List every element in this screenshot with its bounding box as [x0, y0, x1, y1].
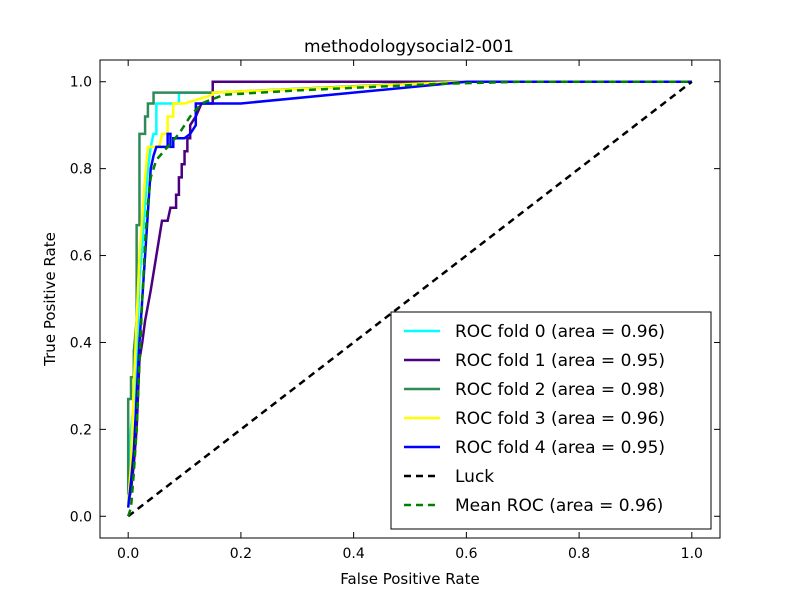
legend-label-6: Mean ROC (area = 0.96): [455, 496, 663, 516]
series-line-1: [126, 80, 692, 504]
legend-label-2: ROC fold 2 (area = 0.98): [455, 380, 665, 400]
legend-label-3: ROC fold 3 (area = 0.96): [455, 409, 665, 429]
y-tick-label: 0.0: [70, 509, 92, 525]
legend: ROC fold 0 (area = 0.96) ROC fold 1 (area…: [390, 311, 712, 530]
legend-label-0: ROC fold 0 (area = 0.96): [455, 322, 665, 342]
x-tick-label: 1.0: [681, 546, 703, 562]
y-tick-label: 0.2: [70, 422, 92, 438]
legend-label-4: ROC fold 4 (area = 0.95): [455, 438, 665, 458]
series-line-2: [126, 80, 692, 495]
legend-label-1: ROC fold 1 (area = 0.95): [455, 351, 665, 371]
ticks-layer: 0.0 0.2 0.4 0.6 0.8 1.0 0.0 0.2 0.4 0.6 0.8 1.0: [70, 60, 720, 562]
x-axis-label: False Positive Rate: [340, 570, 479, 588]
x-tick-label: 0.8: [568, 546, 590, 562]
x-tick-label: 0.6: [455, 546, 477, 562]
x-tick-label: 0.2: [230, 546, 252, 562]
x-tick-label: 0.0: [117, 546, 139, 562]
y-tick-label: 0.8: [70, 162, 92, 178]
series-layer: [126, 80, 693, 518]
legend-box: [390, 311, 712, 530]
y-tick-label: 1.0: [70, 75, 92, 91]
y-tick-label: 0.4: [70, 335, 92, 351]
legend-entries: ROC fold 0 (area = 0.96) ROC fold 1 (area…: [404, 322, 665, 516]
x-tick-label: 0.4: [343, 546, 365, 562]
chart-title: methodologysocial2-001: [304, 37, 514, 57]
y-tick-label: 0.6: [70, 249, 92, 265]
y-axis-label: True Positive Rate: [41, 232, 59, 367]
legend-label-5: Luck: [455, 467, 494, 487]
series-line-5: [127, 80, 693, 518]
plot-frame: [99, 59, 721, 539]
series-line-6: [126, 80, 692, 517]
